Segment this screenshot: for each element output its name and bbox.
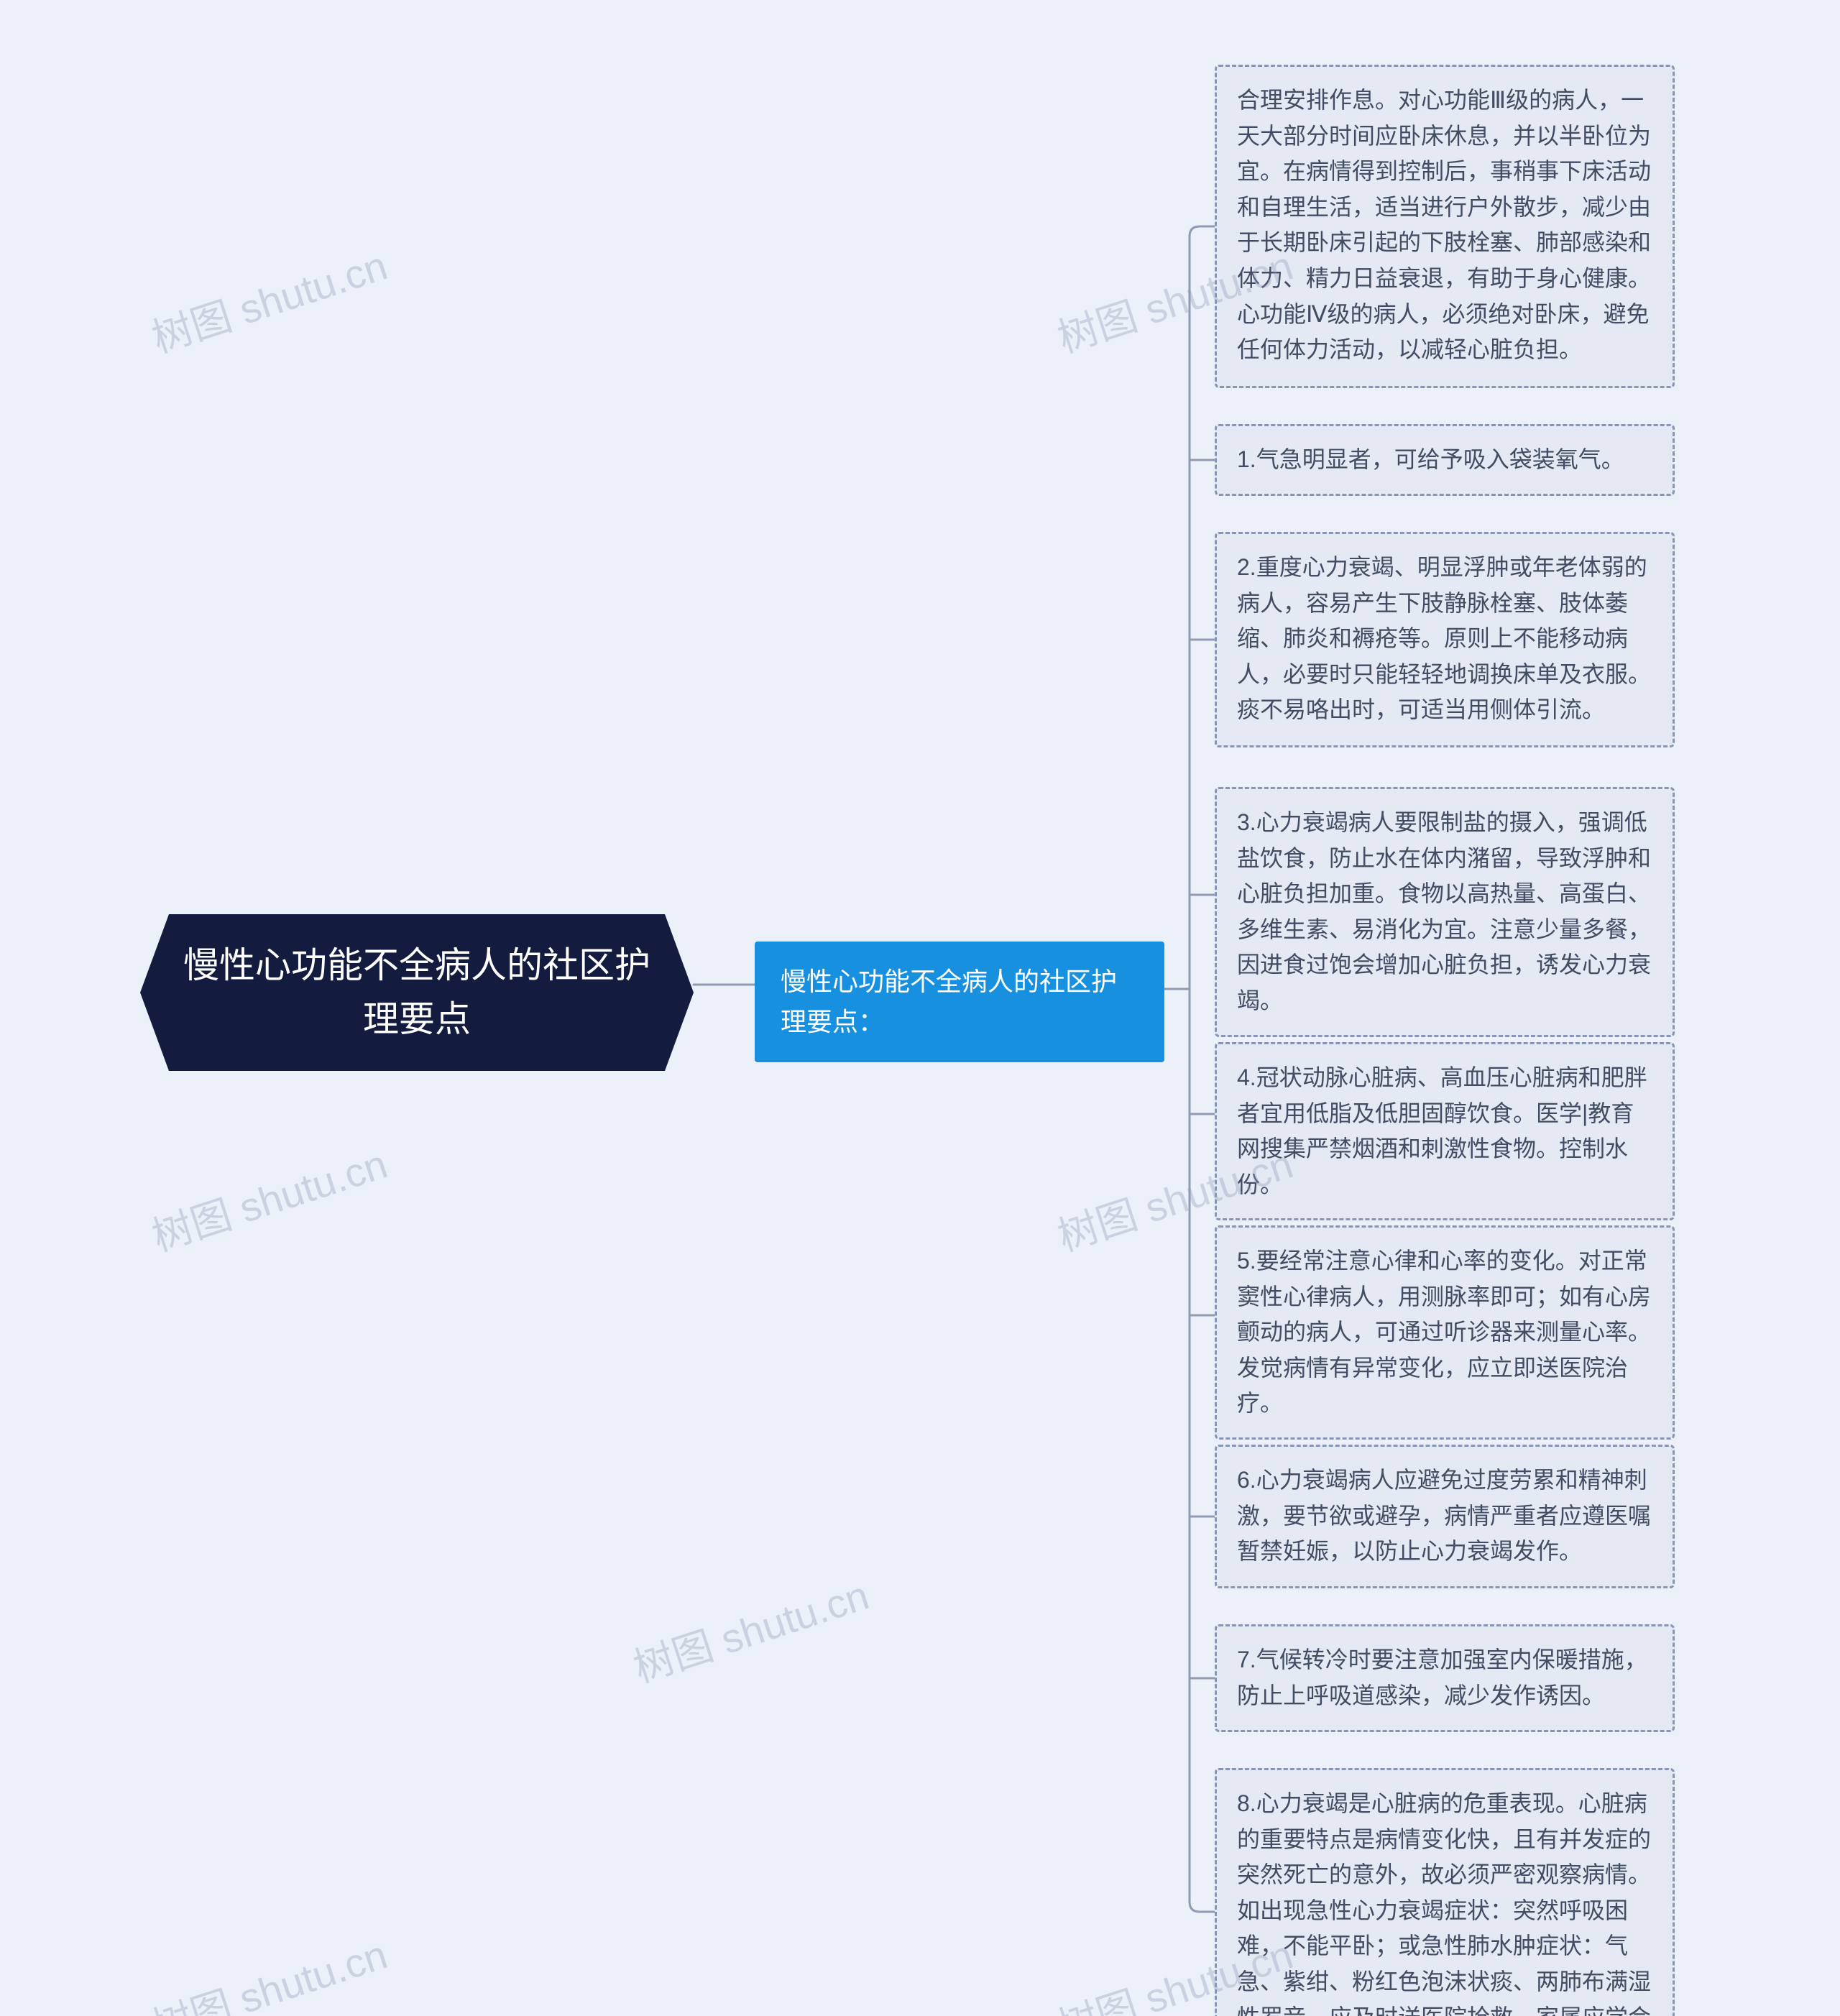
mindmap-root-node[interactable]: 慢性心功能不全病人的社区护理要点	[140, 914, 694, 1071]
watermark-text: 树图 shutu.cn	[144, 1132, 394, 1263]
watermark-text: 树图 shutu.cn	[625, 1563, 875, 1694]
mindmap-leaf-node[interactable]: 2.重度心力衰竭、明显浮肿或年老体弱的病人，容易产生下肢静脉栓塞、肢体萎缩、肺炎…	[1215, 532, 1675, 747]
watermark-text: 树图 shutu.cn	[144, 1923, 394, 2016]
mindmap-leaf-node[interactable]: 1.气急明显者，可给予吸入袋装氧气。	[1215, 424, 1675, 496]
mindmap-leaf-node[interactable]: 7.气候转冷时要注意加强室内保暖措施，防止上呼吸道感染，减少发作诱因。	[1215, 1624, 1675, 1732]
mindmap-leaf-node[interactable]: 6.心力衰竭病人应避免过度劳累和精神刺激，要节欲或避孕，病情严重者应遵医嘱暂禁妊…	[1215, 1445, 1675, 1588]
watermark-text: 树图 shutu.cn	[144, 234, 394, 364]
mindmap-leaf-node[interactable]: 5.要经常注意心律和心率的变化。对正常窦性心律病人，用测脉率即可；如有心房颤动的…	[1215, 1225, 1675, 1440]
mindmap-leaf-node[interactable]: 3.心力衰竭病人要限制盐的摄入，强调低盐饮食，防止水在体内潴留，导致浮肿和心脏负…	[1215, 787, 1675, 1037]
mindmap-leaf-node[interactable]: 合理安排作息。对心功能Ⅲ级的病人，一天大部分时间应卧床休息，并以半卧位为宜。在病…	[1215, 65, 1675, 388]
mindmap-leaf-node[interactable]: 8.心力衰竭是心脏病的危重表现。心脏病的重要特点是病情变化快，且有并发症的突然死…	[1215, 1768, 1675, 2016]
mindmap-sub-node[interactable]: 慢性心功能不全病人的社区护理要点：	[755, 942, 1164, 1062]
mindmap-leaf-node[interactable]: 4.冠状动脉心脏病、高血压心脏病和肥胖者宜用低脂及低胆固醇饮食。医学|教育网搜集…	[1215, 1042, 1675, 1220]
